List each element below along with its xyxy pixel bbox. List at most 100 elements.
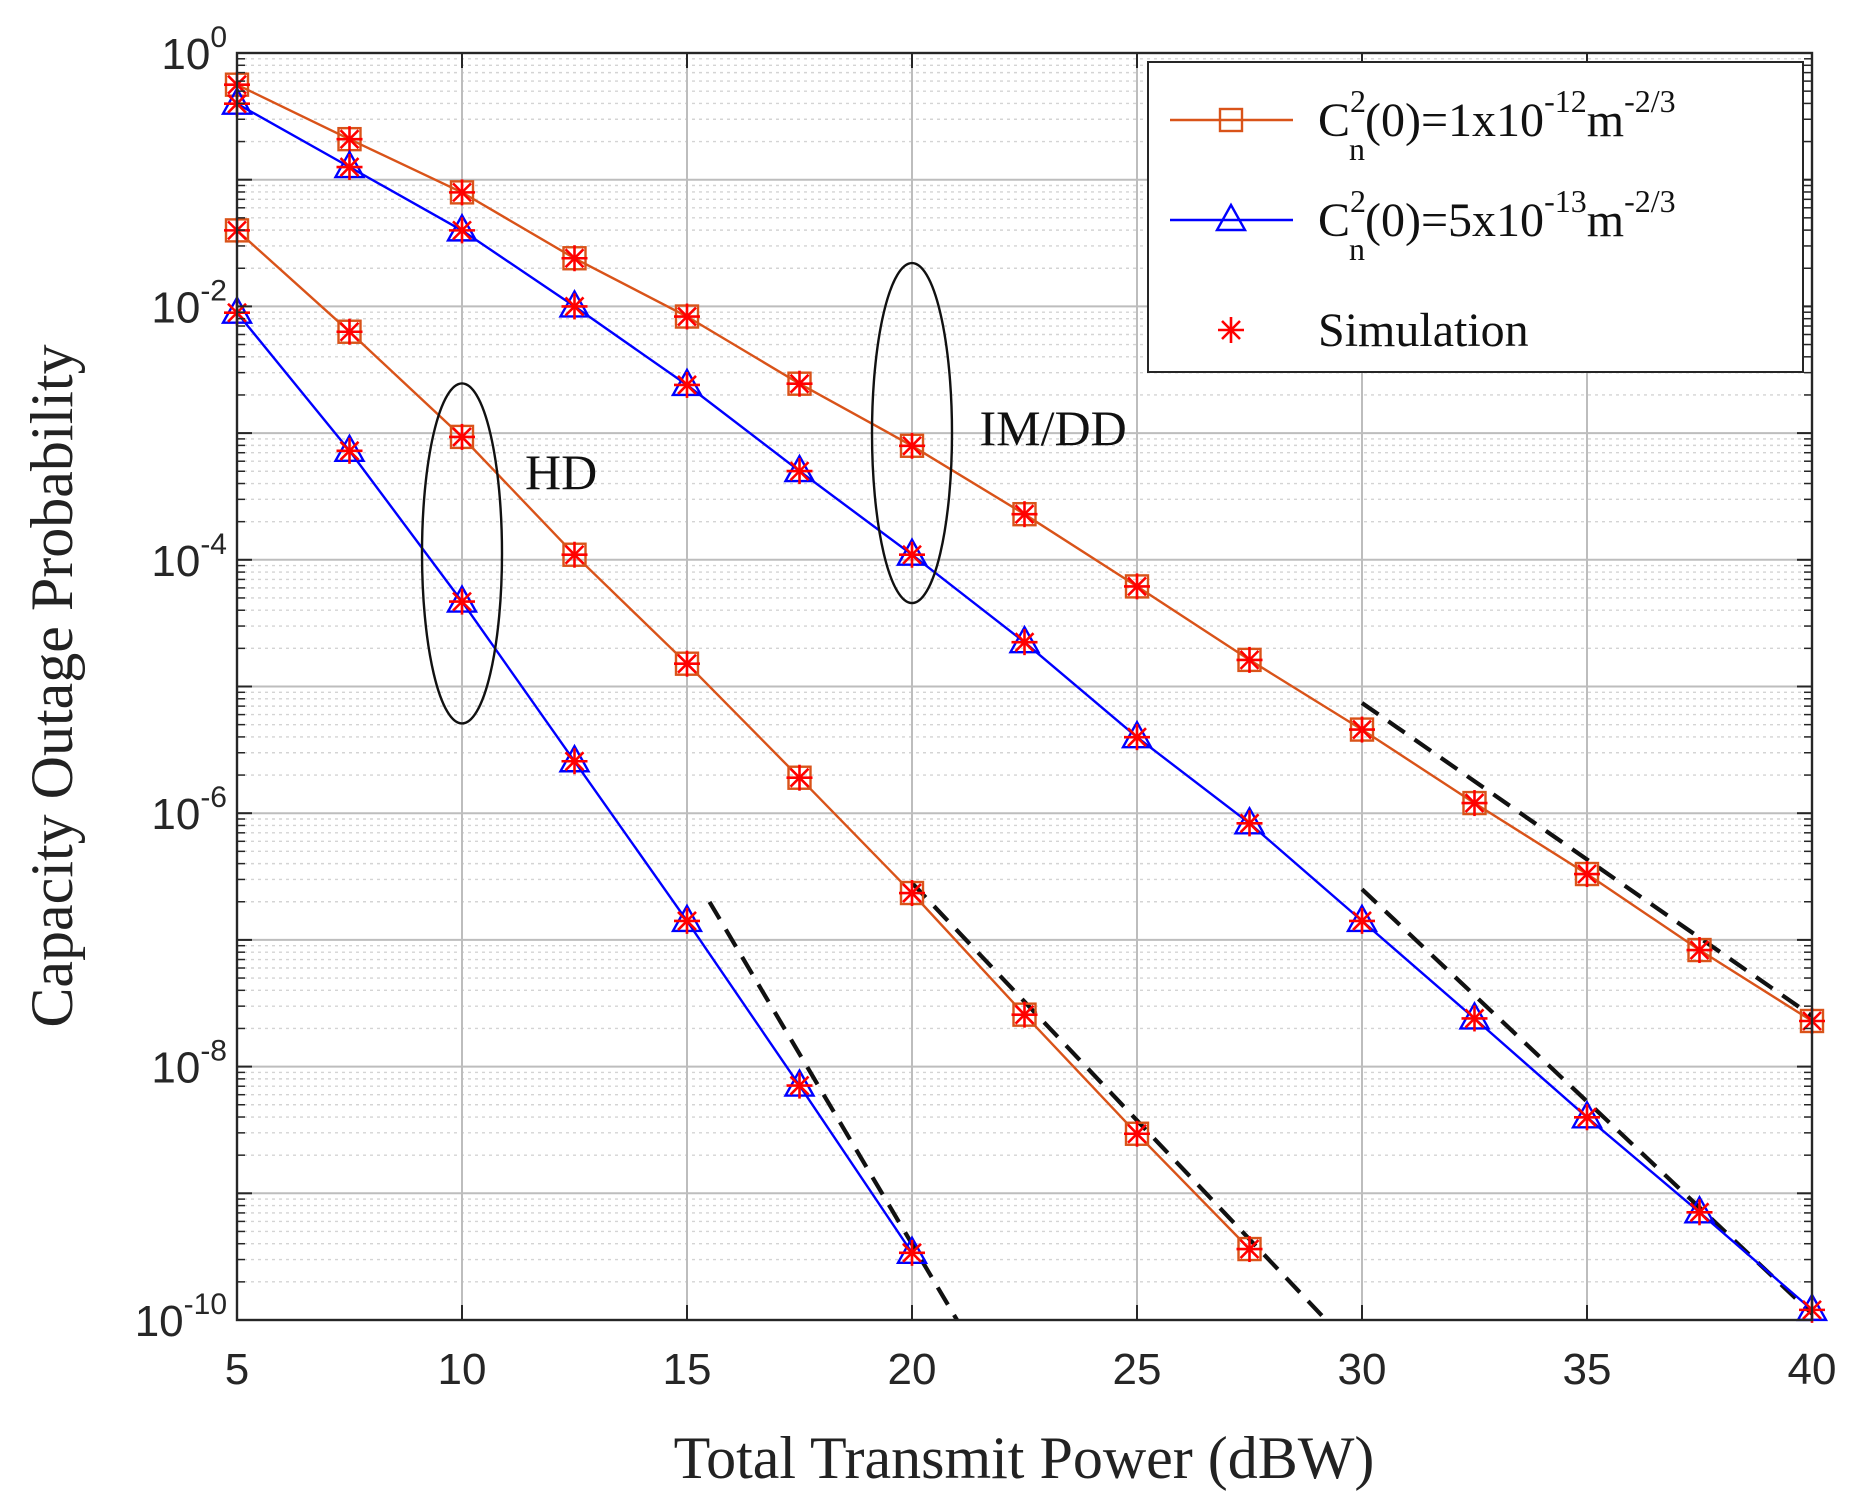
asterisk-marker xyxy=(1011,1001,1038,1028)
legend-c: C xyxy=(1318,94,1350,147)
asterisk-stroke xyxy=(677,653,697,674)
y-tick-exponent: -10 xyxy=(184,1288,227,1321)
asterisk-stroke xyxy=(564,248,585,269)
asterisk-marker xyxy=(1124,724,1150,751)
asterisk-marker xyxy=(1236,646,1263,673)
asterisk-stroke xyxy=(1014,632,1035,653)
group-ellipse xyxy=(870,261,954,605)
asterisk-stroke xyxy=(1127,576,1147,597)
asterisk-stroke xyxy=(677,375,697,395)
y-tick-label: 10-10 xyxy=(135,1288,227,1346)
asterisk-marker xyxy=(1686,1199,1713,1226)
asterisk-stroke xyxy=(789,461,810,482)
asterisk-stroke xyxy=(1127,727,1147,748)
y-tick-base: 10 xyxy=(135,1297,184,1346)
legend-sup: 2 xyxy=(1350,183,1366,219)
x-tick-label: 35 xyxy=(1563,1345,1612,1394)
asterisk-marker xyxy=(786,764,813,791)
y-tick-label: 10-6 xyxy=(151,781,227,839)
asterisk-stroke xyxy=(902,544,922,565)
asterisk-stroke xyxy=(1689,1202,1710,1223)
asterisk-marker xyxy=(674,303,700,330)
asterisk-marker xyxy=(1461,790,1488,817)
asterisk-marker xyxy=(336,318,363,345)
legend-sup: -2/3 xyxy=(1624,183,1676,219)
series-line xyxy=(236,229,1251,1250)
legend-sup: -12 xyxy=(1544,83,1587,119)
asterisk-stroke xyxy=(564,296,585,317)
legend-m: m xyxy=(1587,194,1624,247)
asterisk-stroke xyxy=(1689,940,1710,960)
legend-m: m xyxy=(1587,94,1624,147)
asterisk-marker xyxy=(449,179,475,206)
asterisk-marker xyxy=(674,907,700,934)
asterisk-stroke xyxy=(677,306,697,327)
legend-sup: -13 xyxy=(1544,183,1587,219)
series-group xyxy=(224,217,1263,1263)
asterisk-stroke xyxy=(789,767,810,788)
legend-sub: n xyxy=(1349,131,1365,167)
asterisk-marker xyxy=(561,748,588,775)
legend-sup: -2/3 xyxy=(1624,83,1676,119)
annotation-label: IM/DD xyxy=(980,400,1127,456)
asymptote-line xyxy=(1360,701,1814,1018)
asterisk-marker xyxy=(1124,1120,1150,1147)
asterisk-stroke xyxy=(339,157,360,177)
asterisk-stroke xyxy=(452,591,472,612)
triangle-marker xyxy=(1214,202,1248,232)
y-tick-label: 10-8 xyxy=(151,1035,227,1093)
asterisk-marker xyxy=(1349,907,1375,934)
asterisk-marker xyxy=(786,458,813,485)
y-tick-exponent: -8 xyxy=(200,1035,227,1068)
legend-sub: n xyxy=(1349,231,1365,267)
x-tick-label: 40 xyxy=(1788,1345,1837,1394)
x-axis-label: Total Transmit Power (dBW) xyxy=(674,1425,1375,1491)
asterisk-stroke xyxy=(339,129,360,150)
asymptote-line xyxy=(1360,887,1814,1316)
asterisk-marker xyxy=(674,650,700,677)
asterisk-marker xyxy=(449,217,475,244)
asterisk-stroke xyxy=(452,426,472,447)
asterisk-marker xyxy=(899,541,925,568)
asterisk-stroke xyxy=(452,220,472,241)
asterisk-marker xyxy=(786,1072,813,1099)
asterisk-stroke xyxy=(1464,793,1485,813)
y-tick-label: 100 xyxy=(161,21,227,79)
asterisk-marker xyxy=(336,154,363,181)
annotation-label: HD xyxy=(525,444,597,500)
asterisk-stroke xyxy=(564,544,585,565)
legend-item: Simulation xyxy=(1218,304,1529,357)
asterisk-marker xyxy=(449,588,475,615)
legend-label: Simulation xyxy=(1318,304,1529,357)
asterisk-stroke xyxy=(1127,1123,1147,1144)
asterisk-stroke xyxy=(789,373,810,394)
asterisk-stroke xyxy=(339,440,360,461)
asterisk-stroke xyxy=(339,321,360,342)
y-tick-base: 10 xyxy=(161,30,210,79)
x-tick-label: 15 xyxy=(663,1345,712,1394)
legend-item: C2 n(0)=5x10-13m-2/3 xyxy=(1170,183,1676,267)
y-tick-exponent: -2 xyxy=(200,274,227,307)
asterisk-marker xyxy=(561,245,588,272)
asterisk-stroke xyxy=(564,751,585,772)
asterisk-stroke xyxy=(902,435,922,456)
asterisk-stroke xyxy=(1014,1004,1035,1025)
asterisk-marker xyxy=(1686,937,1713,964)
asymptote-line xyxy=(910,881,1328,1322)
asterisk-marker xyxy=(1011,629,1038,656)
asterisk-stroke xyxy=(1239,1239,1260,1259)
y-tick-label: 10-2 xyxy=(151,274,227,332)
legend-c: C xyxy=(1318,194,1350,247)
asterisk-stroke xyxy=(452,182,472,203)
legend-label: C2 n(0)=1x10-12m-2/3 xyxy=(1318,83,1676,167)
asterisk-marker xyxy=(1236,810,1263,837)
asterisk-marker xyxy=(1574,1104,1600,1131)
asymptote-line xyxy=(707,900,959,1322)
asterisk-stroke xyxy=(677,910,697,931)
y-tick-base: 10 xyxy=(151,790,200,839)
asymptote-lines xyxy=(707,701,1814,1322)
y-tick-base: 10 xyxy=(151,1044,200,1093)
y-tick-exponent: -4 xyxy=(200,528,227,561)
asterisk-marker xyxy=(336,437,363,464)
legend-item: C2 n(0)=1x10-12m-2/3 xyxy=(1170,83,1676,167)
